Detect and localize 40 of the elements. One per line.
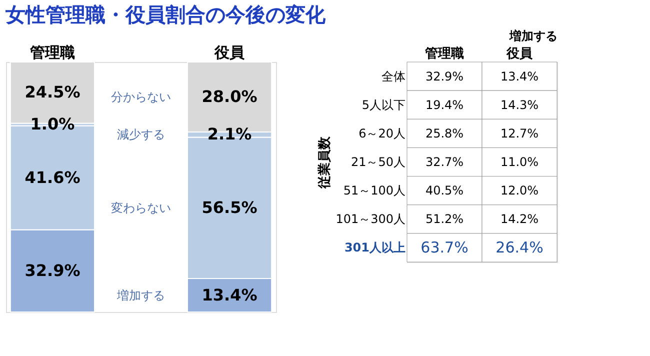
data-label: 12.7% <box>500 126 539 140</box>
y-tick-label: 21～50人 <box>350 155 406 169</box>
data-label: 2.1% <box>207 124 252 144</box>
data-label: 14.2% <box>500 212 539 226</box>
x-tick-label: 役員 <box>506 46 534 62</box>
y-axis-title: 従業員数 <box>318 136 333 190</box>
data-label: 1.0% <box>30 114 75 134</box>
chart-title: 女性管理職・役員割合の今後の変化 <box>4 2 326 26</box>
data-label: 25.8% <box>425 126 464 140</box>
y-tick-label: 301人以上 <box>344 240 406 255</box>
data-label: 11.0% <box>500 155 539 169</box>
data-label: 28.0% <box>202 87 258 106</box>
data-label: 32.7% <box>425 155 464 169</box>
data-label: 12.0% <box>500 184 539 198</box>
x-tick-label: 役員 <box>214 44 246 62</box>
chart-title: 増加する <box>508 29 558 43</box>
y-tick-label: 全体 <box>382 69 406 84</box>
data-label: 13.4% <box>500 69 539 84</box>
data-label: 32.9% <box>24 260 80 280</box>
series-label: 減少する <box>117 128 165 142</box>
y-tick-label: 5人以下 <box>362 98 406 112</box>
data-label: 56.5% <box>202 198 258 217</box>
y-tick-label: 101～300人 <box>336 212 406 226</box>
data-label: 40.5% <box>425 184 464 198</box>
y-tick-label: 51～100人 <box>343 184 406 198</box>
data-label: 63.7% <box>420 238 468 257</box>
data-label: 14.3% <box>500 98 539 112</box>
series-label: 変わらない <box>111 200 171 215</box>
data-label: 24.5% <box>24 82 80 102</box>
x-tick-label: 管理職 <box>424 46 464 62</box>
x-tick-label: 管理職 <box>28 44 75 62</box>
data-label: 13.4% <box>202 285 258 304</box>
series-label: 増加する <box>116 288 165 302</box>
data-label: 19.4% <box>425 98 464 112</box>
y-tick-label: 6～20人 <box>358 126 406 140</box>
data-label: 26.4% <box>496 238 544 257</box>
data-label: 41.6% <box>24 168 80 187</box>
data-label: 32.9% <box>425 69 464 84</box>
series-label: 分からない <box>111 90 171 104</box>
data-label: 51.2% <box>425 212 464 226</box>
